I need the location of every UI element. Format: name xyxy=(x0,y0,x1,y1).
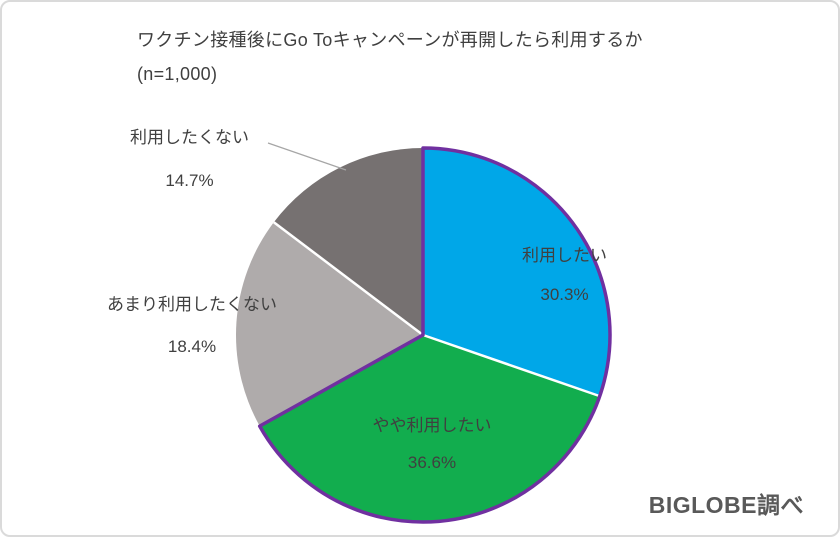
slice-separator xyxy=(273,221,424,336)
slice-separator xyxy=(422,333,601,398)
pie-slice-1 xyxy=(259,335,600,523)
chart-sample-size: (n=1,000) xyxy=(137,64,218,84)
pie-slice-0 xyxy=(423,148,611,397)
slice-value-amari-riyoushitakunai: 18.4% xyxy=(167,337,217,356)
pie-slice-3 xyxy=(273,148,423,335)
pie-slice-2 xyxy=(236,222,423,427)
label-leader-line xyxy=(267,142,347,171)
source-credit: BIGLOBE調べ xyxy=(648,492,804,518)
slice-value-riyoushitakunai: 14.7% xyxy=(165,171,214,190)
slice-value-yaya-riyoushitai: 36.6% xyxy=(407,453,457,472)
highlight-outline xyxy=(257,146,612,524)
slice-value-riyoushitai: 30.3% xyxy=(540,285,589,304)
slice-label-yaya-riyoushitai: やや利用したい xyxy=(372,416,492,435)
chart-title: ワクチン接種後にGo Toキャンペーンが再開したら利用するか xyxy=(137,30,643,50)
slice-label-riyoushitakunai: 利用したくない xyxy=(130,128,249,147)
slice-label-amari-riyoushitakunai: あまり利用したくない xyxy=(107,295,277,314)
slice-label-riyoushitai: 利用したい xyxy=(522,246,607,265)
